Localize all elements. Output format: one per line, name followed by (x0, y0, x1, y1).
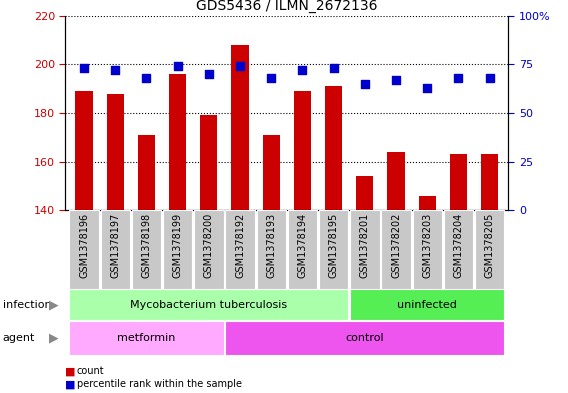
Text: GSM1378200: GSM1378200 (204, 213, 214, 278)
Text: GSM1378205: GSM1378205 (485, 213, 495, 278)
Text: ▶: ▶ (49, 331, 59, 345)
Bar (232, 45, 249, 210)
Bar (138, 135, 155, 210)
Bar (262, 135, 280, 210)
Bar (319, 210, 348, 289)
Point (236, 63, 245, 70)
Point (391, 77, 400, 83)
Text: count: count (77, 366, 105, 376)
Bar (101, 210, 130, 289)
Bar (225, 321, 504, 355)
Point (360, 81, 369, 87)
Bar (169, 74, 186, 210)
Bar (387, 152, 404, 210)
Text: infection: infection (3, 299, 52, 310)
Bar (225, 210, 254, 289)
Text: GSM1378198: GSM1378198 (141, 213, 152, 278)
Bar (294, 91, 311, 210)
Text: GSM1378202: GSM1378202 (391, 213, 401, 278)
Text: ■: ■ (65, 379, 76, 389)
Point (204, 71, 214, 77)
Text: GSM1378203: GSM1378203 (422, 213, 432, 278)
Bar (76, 91, 93, 210)
Bar (163, 210, 193, 289)
Bar (325, 86, 342, 210)
Text: control: control (345, 333, 384, 343)
Point (298, 67, 307, 73)
Bar (69, 290, 348, 320)
Text: ▶: ▶ (49, 298, 59, 311)
Point (454, 75, 463, 81)
Text: GSM1378201: GSM1378201 (360, 213, 370, 278)
Text: percentile rank within the sample: percentile rank within the sample (77, 379, 241, 389)
Bar (444, 210, 473, 289)
Bar (356, 176, 373, 210)
Bar (288, 210, 317, 289)
Bar (257, 210, 286, 289)
Text: GSM1378194: GSM1378194 (298, 213, 307, 278)
Bar (201, 116, 218, 210)
Text: uninfected: uninfected (397, 299, 457, 310)
Bar (350, 210, 379, 289)
Bar (132, 210, 161, 289)
Point (80, 65, 89, 72)
Bar (69, 210, 99, 289)
Text: GSM1378197: GSM1378197 (110, 213, 120, 278)
Bar (350, 290, 504, 320)
Bar (475, 210, 504, 289)
Bar (481, 154, 498, 210)
Point (267, 75, 276, 81)
Point (423, 84, 432, 91)
Bar (381, 210, 411, 289)
Point (485, 75, 494, 81)
Bar (69, 321, 223, 355)
Text: GSM1378204: GSM1378204 (453, 213, 463, 278)
Bar (412, 210, 442, 289)
Text: ■: ■ (65, 366, 76, 376)
Text: GSM1378192: GSM1378192 (235, 213, 245, 278)
Text: GSM1378195: GSM1378195 (329, 213, 339, 278)
Point (111, 67, 120, 73)
Text: Mycobacterium tuberculosis: Mycobacterium tuberculosis (130, 299, 287, 310)
Title: GDS5436 / ILMN_2672136: GDS5436 / ILMN_2672136 (196, 0, 378, 13)
Text: metformin: metformin (117, 333, 176, 343)
Bar (450, 154, 467, 210)
Text: GSM1378193: GSM1378193 (266, 213, 276, 278)
Bar (107, 94, 124, 210)
Bar (419, 196, 436, 210)
Text: GSM1378196: GSM1378196 (79, 213, 89, 278)
Text: GSM1378199: GSM1378199 (173, 213, 183, 278)
Text: agent: agent (3, 333, 35, 343)
Point (173, 63, 182, 70)
Point (142, 75, 151, 81)
Bar (194, 210, 223, 289)
Point (329, 65, 338, 72)
